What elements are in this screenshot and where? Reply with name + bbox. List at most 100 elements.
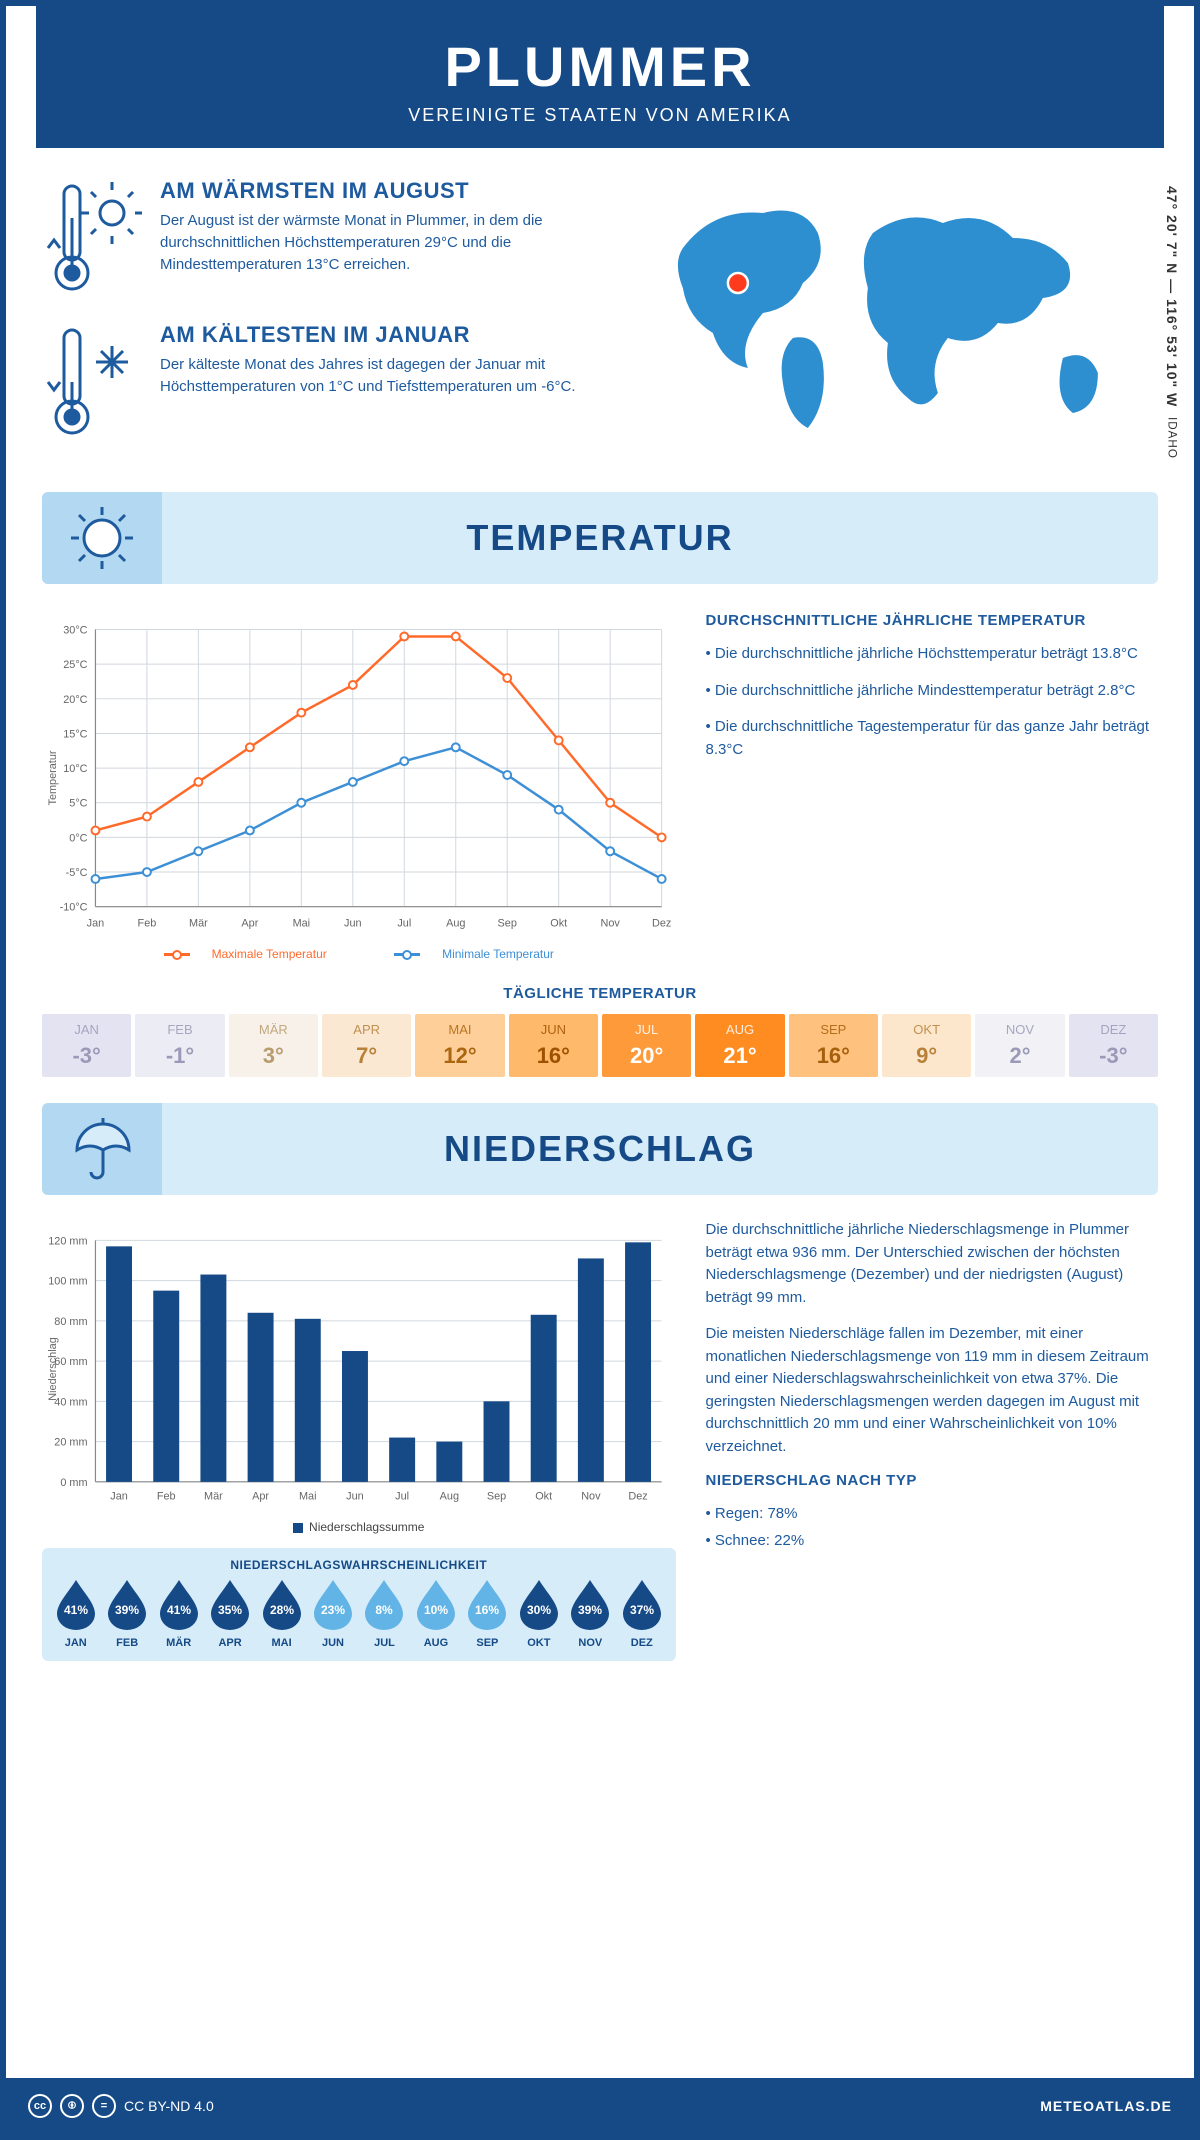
section-title-precip: NIEDERSCHLAG xyxy=(444,1128,756,1170)
svg-text:-10°C: -10°C xyxy=(60,902,88,914)
svg-text:Jul: Jul xyxy=(395,1491,409,1503)
svg-text:Mär: Mär xyxy=(189,917,208,929)
svg-text:8%: 8% xyxy=(376,1603,394,1617)
sun-icon xyxy=(67,503,137,573)
world-map xyxy=(628,178,1158,448)
svg-text:Niederschlag: Niederschlag xyxy=(47,1337,59,1400)
section-band-temperature: TEMPERATUR xyxy=(42,492,1158,584)
svg-text:Feb: Feb xyxy=(138,917,157,929)
svg-text:Okt: Okt xyxy=(550,917,567,929)
daily-temp-cell: DEZ-3° xyxy=(1069,1014,1158,1077)
svg-text:Apr: Apr xyxy=(241,917,258,929)
daily-temp-title: TÄGLICHE TEMPERATUR xyxy=(42,985,1158,1002)
svg-text:Sep: Sep xyxy=(498,917,517,929)
daily-temp-cell: JUL20° xyxy=(602,1014,691,1077)
daily-temp-cell: MÄR3° xyxy=(229,1014,318,1077)
daily-temp-cell: OKT9° xyxy=(882,1014,971,1077)
daily-temp-cell: MAI12° xyxy=(415,1014,504,1077)
svg-text:41%: 41% xyxy=(64,1603,88,1617)
precip-drop: 8%JUL xyxy=(361,1578,408,1649)
section-band-precip: NIEDERSCHLAG xyxy=(42,1103,1158,1195)
svg-text:100 mm: 100 mm xyxy=(48,1276,87,1288)
svg-text:39%: 39% xyxy=(115,1603,139,1617)
fact-cold-title: AM KÄLTESTEN IM JANUAR xyxy=(160,322,598,348)
precip-drop: 41%MÄR xyxy=(155,1578,202,1649)
footer-bar: cc 🅯 = CC BY-ND 4.0 METEOATLAS.DE xyxy=(6,2078,1194,2134)
svg-text:20 mm: 20 mm xyxy=(54,1437,87,1449)
svg-text:Dez: Dez xyxy=(628,1491,647,1503)
svg-text:60 mm: 60 mm xyxy=(54,1356,87,1368)
svg-text:Jul: Jul xyxy=(397,917,411,929)
svg-text:120 mm: 120 mm xyxy=(48,1235,87,1247)
daily-temp-cell: NOV2° xyxy=(975,1014,1064,1077)
svg-text:Mär: Mär xyxy=(204,1491,223,1503)
svg-text:Jan: Jan xyxy=(87,917,105,929)
fact-cold-text: Der kälteste Monat des Jahres ist dagege… xyxy=(160,354,598,398)
precip-drop: 39%NOV xyxy=(567,1578,614,1649)
svg-text:15°C: 15°C xyxy=(63,728,87,740)
svg-text:Jan: Jan xyxy=(110,1491,128,1503)
daily-temp-cell: JAN-3° xyxy=(42,1014,131,1077)
fact-warmest: AM WÄRMSTEN IM AUGUST Der August ist der… xyxy=(42,178,598,298)
precip-drop: 30%OKT xyxy=(515,1578,562,1649)
header-band: PLUMMER VEREINIGTE STAATEN VON AMERIKA xyxy=(36,6,1164,148)
site-name: METEOATLAS.DE xyxy=(1040,2098,1172,2114)
svg-text:Nov: Nov xyxy=(600,917,620,929)
precip-drop: 37%DEZ xyxy=(618,1578,665,1649)
svg-text:Mai: Mai xyxy=(293,917,311,929)
svg-text:0°C: 0°C xyxy=(69,832,87,844)
section-title-temperature: TEMPERATUR xyxy=(466,517,733,559)
cc-icon: cc xyxy=(28,2094,52,2118)
svg-text:Aug: Aug xyxy=(446,917,465,929)
svg-text:16%: 16% xyxy=(475,1603,499,1617)
svg-text:28%: 28% xyxy=(270,1603,294,1617)
fact-warm-text: Der August ist der wärmste Monat in Plum… xyxy=(160,210,598,275)
svg-text:30°C: 30°C xyxy=(63,624,87,636)
svg-text:Jun: Jun xyxy=(346,1491,364,1503)
svg-text:Apr: Apr xyxy=(252,1491,269,1503)
infographic-frame: PLUMMER VEREINIGTE STAATEN VON AMERIKA xyxy=(0,0,1200,2140)
thermometer-snow-icon xyxy=(42,322,142,442)
precip-bar-chart: 0 mm 20 mm 40 mm 60 mm 80 mm 100 mm 120 mm Nied… xyxy=(42,1219,676,1661)
svg-text:Okt: Okt xyxy=(535,1491,552,1503)
svg-text:0 mm: 0 mm xyxy=(60,1477,87,1489)
precip-drop: 16%SEP xyxy=(464,1578,511,1649)
precip-drop: 28%MAI xyxy=(258,1578,305,1649)
precip-summary: Die durchschnittliche jährliche Niedersc… xyxy=(706,1219,1159,1661)
svg-text:5°C: 5°C xyxy=(69,798,87,810)
svg-text:Feb: Feb xyxy=(157,1491,176,1503)
precip-drop: 39%FEB xyxy=(103,1578,150,1649)
svg-text:Sep: Sep xyxy=(487,1491,506,1503)
umbrella-icon xyxy=(67,1114,137,1184)
daily-temp-cell: JUN16° xyxy=(509,1014,598,1077)
svg-text:25°C: 25°C xyxy=(63,659,87,671)
coordinates: 47° 20' 7" N — 116° 53' 10" W IDAHO xyxy=(1164,178,1180,466)
svg-text:Mai: Mai xyxy=(299,1491,317,1503)
precip-drop: 10%AUG xyxy=(412,1578,459,1649)
page-subtitle: VEREINIGTE STAATEN VON AMERIKA xyxy=(36,105,1164,126)
svg-text:Dez: Dez xyxy=(652,917,671,929)
svg-text:40 mm: 40 mm xyxy=(54,1396,87,1408)
nd-icon: = xyxy=(92,2094,116,2118)
daily-temp-cell: SEP16° xyxy=(789,1014,878,1077)
svg-text:80 mm: 80 mm xyxy=(54,1316,87,1328)
precip-drop: 23%JUN xyxy=(309,1578,356,1649)
page-title: PLUMMER xyxy=(36,34,1164,99)
svg-text:Jun: Jun xyxy=(344,917,362,929)
intro-row: AM WÄRMSTEN IM AUGUST Der August ist der… xyxy=(42,178,1158,466)
svg-text:39%: 39% xyxy=(578,1603,602,1617)
svg-text:Temperatur: Temperatur xyxy=(47,750,59,805)
daily-temp-cell: AUG21° xyxy=(695,1014,784,1077)
fact-coldest: AM KÄLTESTEN IM JANUAR Der kälteste Mona… xyxy=(42,322,598,442)
temperature-summary: DURCHSCHNITTLICHE JÄHRLICHE TEMPERATUR •… xyxy=(706,608,1159,961)
svg-text:30%: 30% xyxy=(527,1603,551,1617)
fact-warm-title: AM WÄRMSTEN IM AUGUST xyxy=(160,178,598,204)
svg-text:35%: 35% xyxy=(218,1603,242,1617)
location-marker xyxy=(728,273,748,293)
svg-text:10°C: 10°C xyxy=(63,763,87,775)
precip-drop: 35%APR xyxy=(206,1578,253,1649)
daily-temp-cell: FEB-1° xyxy=(135,1014,224,1077)
daily-temp-cell: APR7° xyxy=(322,1014,411,1077)
thermometer-sun-icon xyxy=(42,178,142,298)
precip-probability-panel: NIEDERSCHLAGSWAHRSCHEINLICHKEIT 41%JAN39… xyxy=(42,1548,676,1661)
